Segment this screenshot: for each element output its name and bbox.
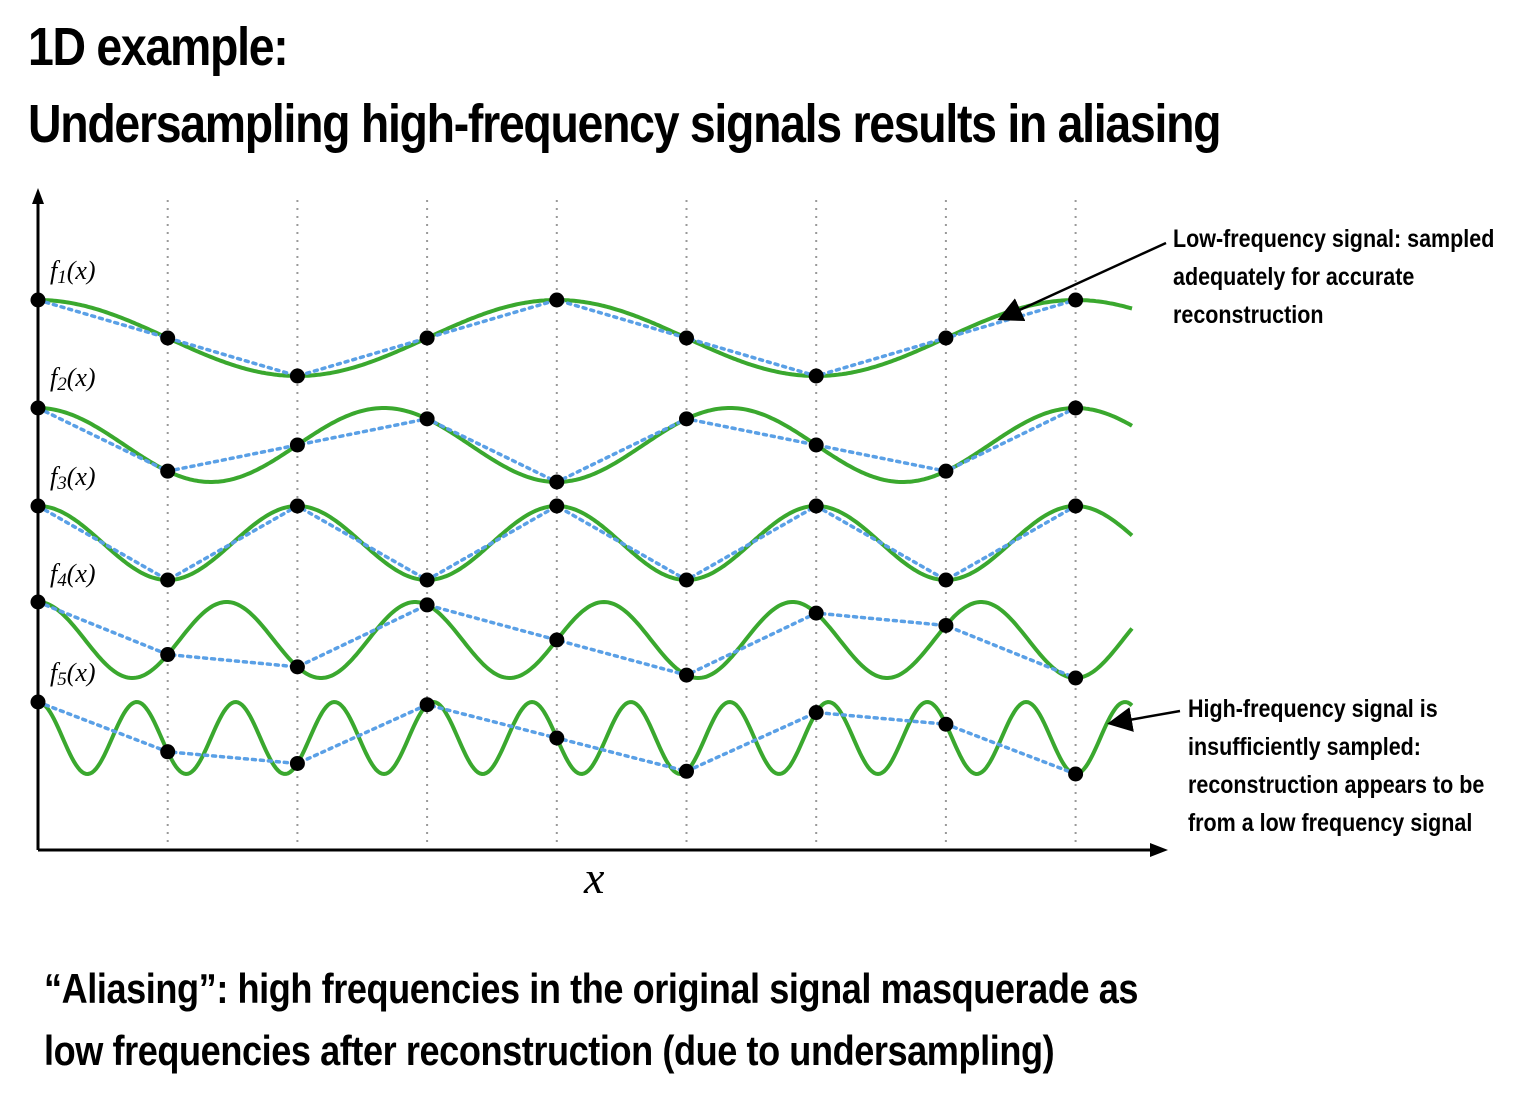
- sample-point: [808, 437, 824, 453]
- x-axis-label: x: [583, 852, 605, 903]
- signals: f1(x) f2(x) f3(x) f4(x) f5(x): [30, 256, 1134, 782]
- annotation-line: reconstruction: [1173, 301, 1324, 329]
- sample-point: [1068, 766, 1084, 782]
- signal-curve: [38, 504, 1134, 582]
- sample-point: [679, 411, 694, 427]
- signal-4: f4(x): [30, 559, 1134, 686]
- signal-label: f4(x): [50, 559, 96, 591]
- low-frequency-annotation: Low-frequency signal: sampled adequately…: [1173, 220, 1494, 334]
- reconstruction-line: [36, 406, 1078, 484]
- signal-label: f2(x): [50, 363, 96, 395]
- sample-point: [289, 498, 305, 514]
- signal-curve: [37, 699, 1134, 777]
- low-frequency-pointer-arrow: [997, 241, 1167, 322]
- signal-1: f1(x): [30, 256, 1133, 384]
- sample-point: [1068, 292, 1084, 308]
- sample-point: [419, 597, 435, 613]
- sample-point: [289, 755, 305, 771]
- signal-label: f5(x): [50, 658, 96, 690]
- slide-title: 1D example:: [28, 17, 289, 77]
- caption-line-1: “Aliasing”: high frequencies in the orig…: [44, 965, 1139, 1012]
- x-axis-arrowhead: [1150, 843, 1168, 857]
- sample-point: [938, 617, 954, 633]
- sample-point: [289, 437, 305, 453]
- sample-point: [808, 368, 824, 384]
- sample-point: [1068, 670, 1084, 686]
- sample-point: [808, 705, 824, 721]
- annotation-line: High-frequency signal is: [1188, 695, 1438, 723]
- sample-point: [679, 572, 694, 588]
- sample-point: [938, 463, 954, 479]
- sample-point: [160, 647, 176, 663]
- high-frequency-annotation: High-frequency signal is insufficiently …: [1188, 690, 1484, 842]
- sample-point: [30, 498, 46, 514]
- sample-point: [938, 716, 954, 732]
- sample-point: [289, 368, 305, 384]
- sample-point: [160, 744, 176, 760]
- sample-point: [549, 292, 565, 308]
- annotation-pointers: [997, 241, 1181, 732]
- sample-point: [30, 694, 46, 710]
- sample-point: [419, 572, 435, 588]
- sample-point: [938, 572, 954, 588]
- y-axis-arrowhead: [32, 188, 44, 204]
- sample-point: [549, 632, 565, 648]
- sample-point: [549, 730, 565, 746]
- high-frequency-pointer-arrow: [1107, 707, 1181, 732]
- sample-point: [289, 659, 305, 675]
- sample-point: [419, 697, 435, 713]
- sample-point: [30, 400, 46, 416]
- sample-point: [679, 763, 694, 779]
- reconstruction-line: [36, 503, 1078, 583]
- caption-line-2: low frequencies after reconstruction (du…: [44, 1027, 1055, 1074]
- annotation-line: adequately for accurate: [1173, 263, 1415, 291]
- sample-point: [419, 330, 435, 346]
- annotation-line: insufficiently sampled:: [1188, 733, 1421, 761]
- sample-point: [160, 330, 176, 346]
- signal-curve: [37, 599, 1134, 681]
- sample-point: [808, 498, 824, 514]
- signal-curve: [38, 406, 1134, 484]
- signal-label: f3(x): [50, 462, 96, 494]
- sample-point: [679, 330, 694, 346]
- sample-point: [549, 498, 565, 514]
- sample-point: [419, 411, 435, 427]
- slide-subtitle: Undersampling high-frequency signals res…: [28, 94, 1222, 154]
- signal-2: f2(x): [30, 363, 1134, 490]
- sample-point: [1068, 400, 1084, 416]
- annotation-line: reconstruction appears to be: [1188, 771, 1485, 799]
- signal-curve: [38, 298, 1133, 378]
- annotation-line: from a low frequency signal: [1188, 809, 1473, 837]
- signal-3: f3(x): [30, 462, 1134, 588]
- signal-label: f1(x): [50, 256, 96, 288]
- sample-point: [938, 330, 954, 346]
- sample-point: [160, 463, 176, 479]
- axes: x: [32, 188, 1168, 903]
- sample-point: [808, 605, 824, 621]
- sample-point: [679, 667, 694, 683]
- sample-point: [1068, 498, 1084, 514]
- annotation-line: Low-frequency signal: sampled: [1173, 225, 1495, 253]
- sample-point: [160, 572, 176, 588]
- sample-point: [549, 474, 565, 490]
- sample-point: [30, 594, 46, 610]
- sample-point: [30, 292, 46, 308]
- signal-5: f5(x): [30, 658, 1134, 782]
